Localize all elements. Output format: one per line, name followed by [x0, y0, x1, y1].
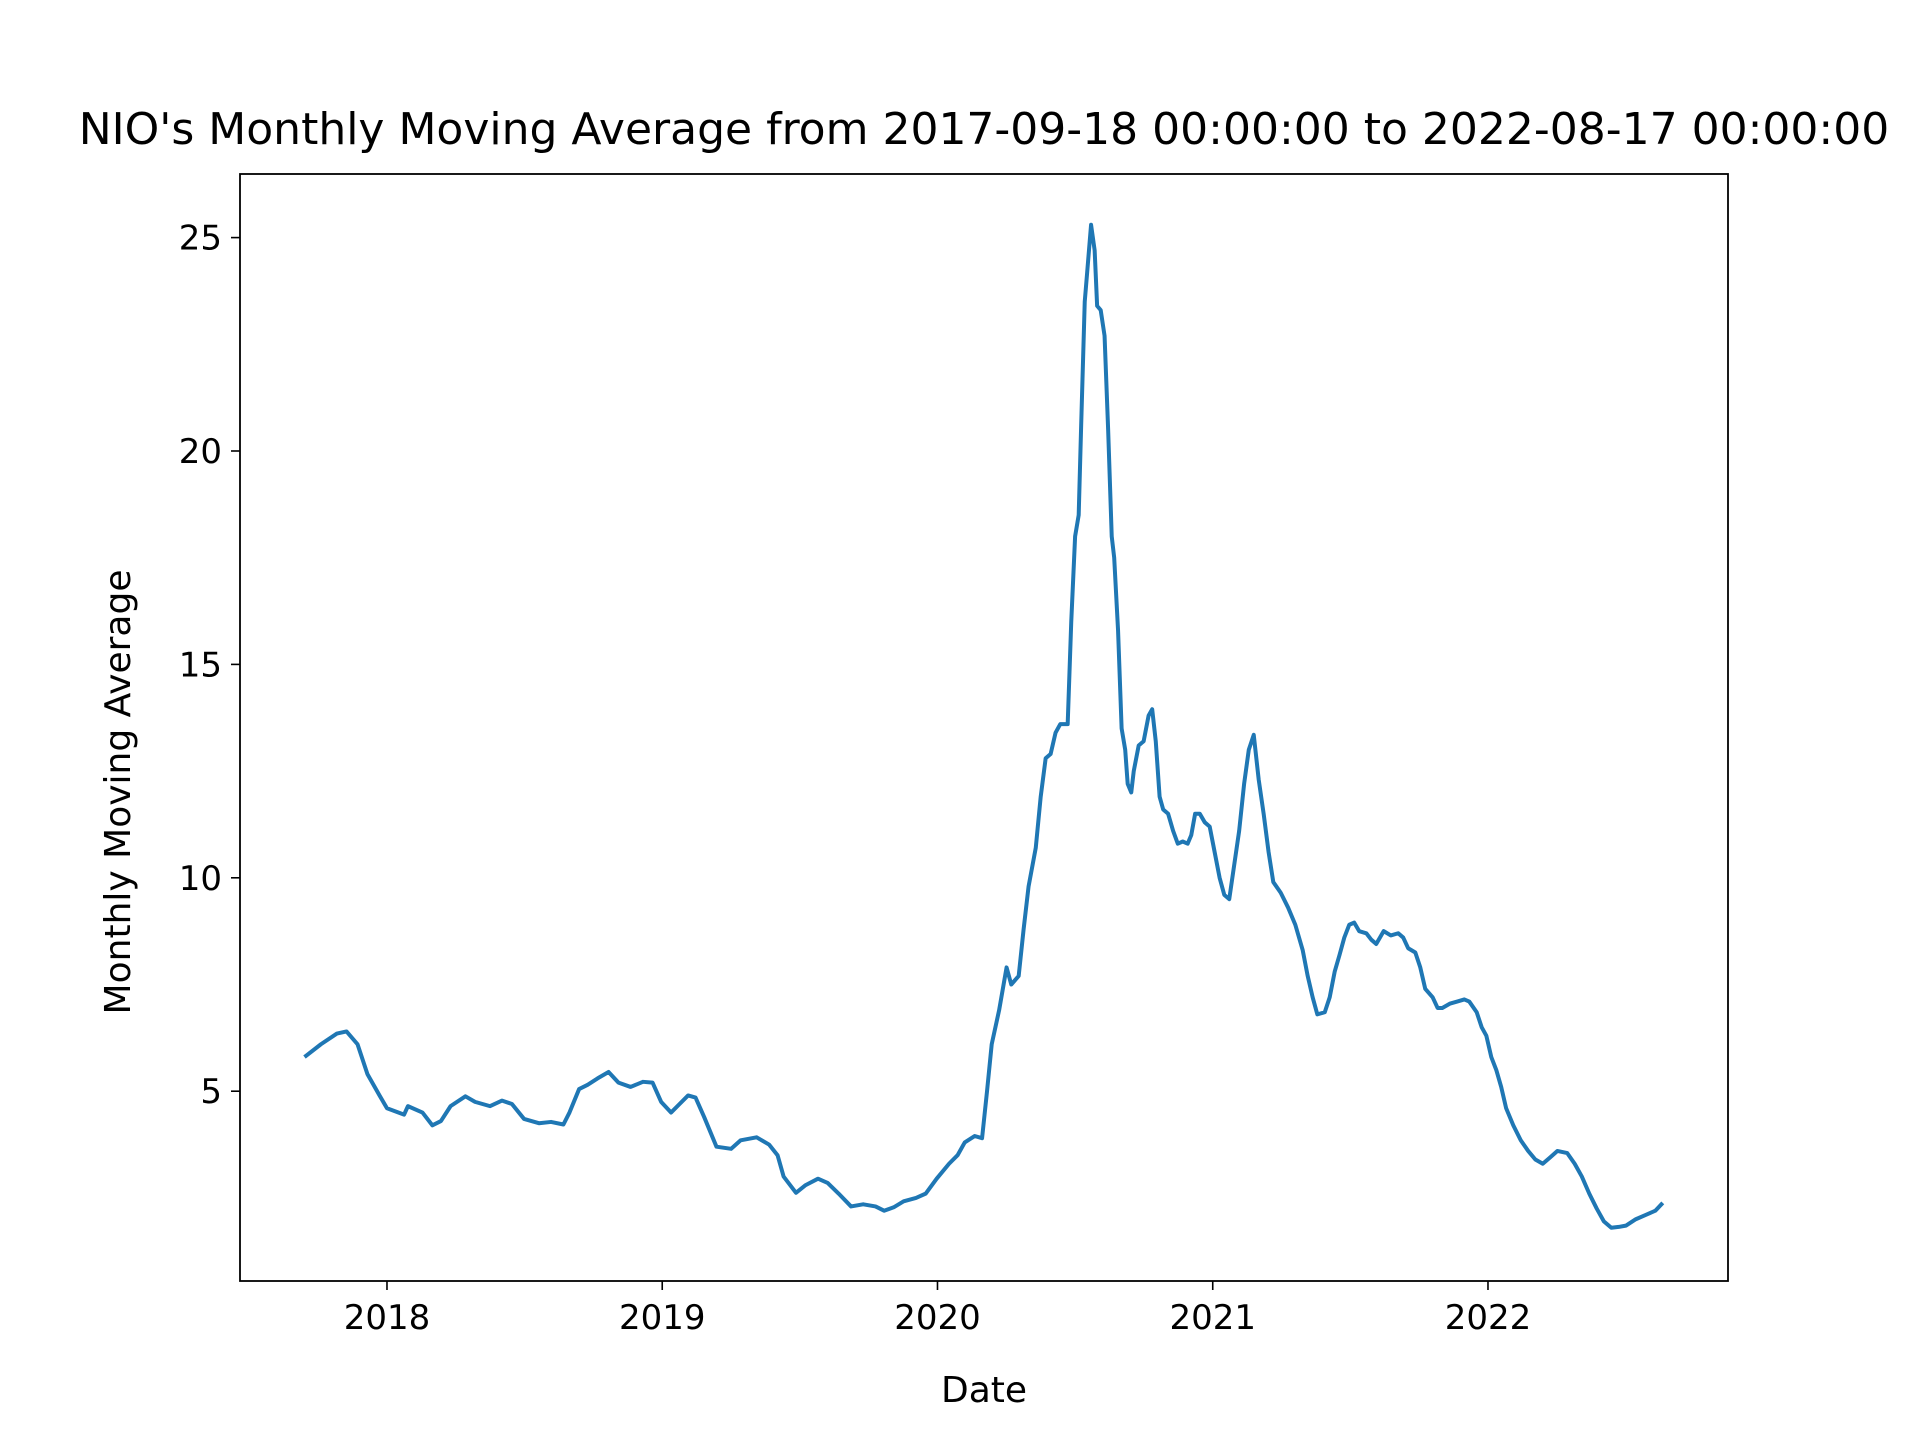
y-tick-label: 20 — [179, 432, 222, 472]
x-tick-label: 2019 — [619, 1298, 706, 1338]
y-axis-label: Monthly Moving Average — [98, 570, 139, 1015]
plot-frame — [239, 173, 1729, 1282]
y-tick-label: 25 — [179, 219, 222, 259]
x-axis-label: Date — [941, 1370, 1027, 1411]
data-line — [303, 222, 1665, 1230]
x-tick-label: 2018 — [344, 1298, 431, 1338]
y-tick-label: 5 — [200, 1072, 222, 1112]
x-tick-label: 2022 — [1445, 1298, 1532, 1338]
x-tick-label: 2021 — [1169, 1298, 1256, 1338]
x-tick-label: 2020 — [894, 1298, 981, 1338]
chart-title: NIO's Monthly Moving Average from 2017-0… — [79, 104, 1889, 155]
y-tick-label: 15 — [179, 645, 222, 685]
y-tick-label: 10 — [179, 859, 222, 899]
